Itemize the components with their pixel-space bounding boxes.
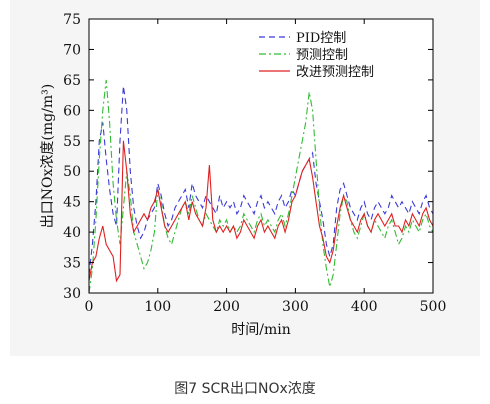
- series-line-2: [89, 79, 433, 293]
- x-tick-label: 500: [420, 299, 447, 315]
- series-line-1: [89, 85, 433, 275]
- x-tick-label: 400: [351, 299, 378, 315]
- x-tick-label: 100: [144, 299, 171, 315]
- y-tick-label: 50: [63, 164, 81, 180]
- y-tick-label: 60: [63, 103, 81, 119]
- y-tick-label: 40: [63, 225, 81, 241]
- legend-label-2: 预测控制: [296, 48, 348, 63]
- y-tick-label: 55: [63, 134, 81, 150]
- x-tick-label: 300: [282, 299, 309, 315]
- x-tick-label: 200: [213, 299, 240, 315]
- legend-label-3: 改进预测控制: [296, 65, 374, 80]
- y-tick-label: 75: [63, 12, 81, 28]
- x-tick-label: 0: [85, 299, 94, 315]
- y-tick-label: 65: [63, 73, 81, 89]
- series-line-3: [89, 140, 433, 283]
- x-axis-label: 时间/min: [231, 322, 291, 338]
- legend-label-1: PID控制: [296, 31, 346, 46]
- figure-caption: 图7 SCR出口NOx浓度: [174, 381, 316, 397]
- y-tick-label: 70: [63, 42, 81, 58]
- y-axis-label: 出口NOx浓度(mg/m³): [40, 84, 56, 228]
- plot-area: [89, 19, 433, 293]
- y-tick-label: 30: [63, 286, 81, 302]
- y-tick-label: 35: [63, 256, 81, 272]
- y-tick-label: 45: [63, 195, 81, 211]
- plot-frame: [88, 18, 434, 294]
